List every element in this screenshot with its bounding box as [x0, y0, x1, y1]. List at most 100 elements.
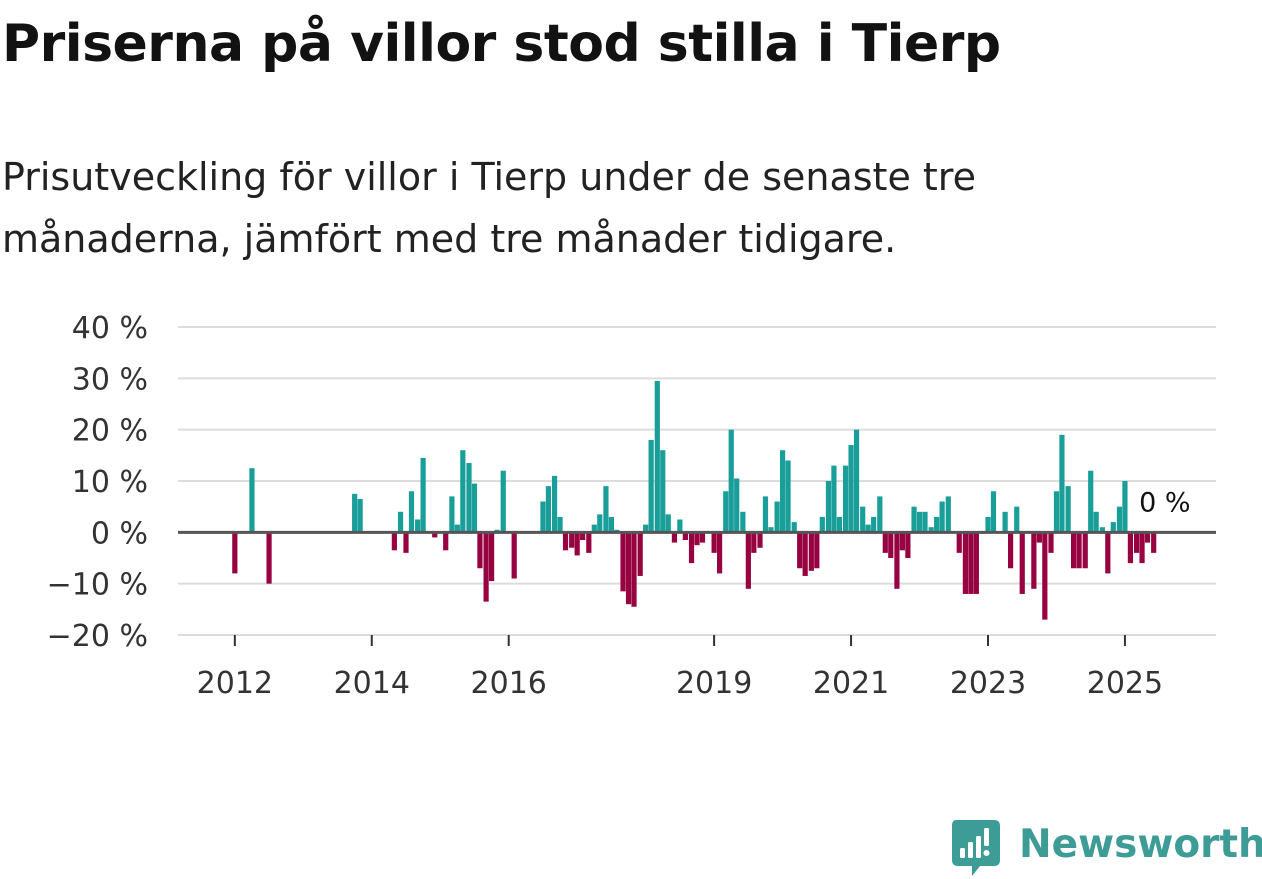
bar	[1031, 532, 1037, 589]
bar	[894, 532, 900, 589]
bar	[694, 532, 700, 546]
brand-name: Newsworthy	[1019, 822, 1262, 867]
bar	[985, 516, 991, 533]
bar	[842, 465, 849, 533]
bar	[751, 532, 757, 553]
bar	[1151, 532, 1157, 553]
bar	[699, 532, 706, 543]
bar	[591, 524, 597, 533]
bar	[1019, 532, 1025, 594]
bar	[745, 532, 751, 589]
y-tick-label: −10 %	[47, 568, 148, 603]
bar	[1139, 532, 1145, 564]
y-tick-label: 0 %	[91, 516, 148, 551]
last-value-label: 0 %	[1139, 487, 1190, 518]
bar	[608, 516, 615, 533]
bar	[814, 532, 820, 569]
bar	[716, 532, 723, 574]
bar	[1070, 532, 1077, 569]
bar	[819, 516, 825, 533]
chart-title: Priserna på villor stod stilla i Tierp	[2, 14, 1001, 74]
bar	[1076, 532, 1082, 569]
bar	[831, 465, 837, 533]
y-tick-label: 10 %	[72, 465, 148, 500]
bar	[540, 501, 546, 533]
bar	[1099, 527, 1105, 533]
bar	[688, 532, 695, 564]
bar	[791, 522, 797, 533]
bar	[677, 519, 683, 533]
bar	[728, 429, 734, 533]
grid-layer	[178, 326, 1216, 636]
bar	[1002, 511, 1008, 533]
bar	[956, 532, 962, 553]
bar-layer	[232, 380, 1157, 620]
x-tick-label: 2025	[1087, 666, 1163, 701]
bar	[460, 450, 466, 533]
bar	[877, 496, 883, 533]
bar	[232, 532, 238, 574]
bar	[1048, 532, 1054, 553]
bar	[443, 532, 449, 551]
bar	[620, 532, 626, 592]
bar	[471, 483, 478, 533]
bar	[580, 532, 586, 541]
x-tick-label: 2021	[813, 666, 889, 701]
bar	[551, 475, 558, 533]
newsworthy-logo: Newsworthy	[950, 818, 1262, 878]
bar	[648, 439, 654, 533]
bar	[557, 516, 563, 533]
bar	[420, 457, 426, 533]
bar	[757, 532, 763, 548]
bar	[779, 450, 786, 533]
bar	[603, 486, 609, 533]
bar	[545, 486, 552, 533]
bar	[660, 450, 666, 533]
bar	[802, 532, 808, 576]
bar	[1116, 506, 1123, 533]
bar	[569, 532, 575, 548]
bar	[905, 532, 911, 558]
bar	[916, 511, 923, 533]
bar	[871, 516, 877, 533]
bar	[785, 460, 791, 533]
bar	[1105, 532, 1111, 574]
bar	[860, 506, 866, 533]
bar	[1042, 532, 1048, 620]
bar	[249, 468, 255, 533]
bar	[808, 532, 814, 571]
bar	[682, 532, 688, 541]
bar	[1007, 532, 1014, 569]
bar	[665, 514, 671, 533]
bar	[466, 463, 472, 533]
bar	[477, 532, 483, 569]
bar	[968, 532, 974, 594]
bar	[454, 524, 460, 533]
bar	[1122, 481, 1128, 533]
bar	[357, 498, 363, 533]
bar	[488, 532, 495, 582]
bar	[723, 491, 729, 533]
bar	[654, 380, 660, 533]
bar	[403, 532, 409, 553]
y-tick-label: 40 %	[72, 311, 148, 346]
bar	[945, 496, 951, 533]
chart-subtitle: Prisutveckling för villor i Tierp under …	[2, 155, 976, 261]
bar	[1110, 522, 1116, 533]
bar	[432, 532, 438, 538]
bar	[825, 481, 832, 533]
bar	[391, 532, 397, 551]
bar	[853, 429, 860, 533]
x-tick-label: 2012	[197, 666, 273, 701]
bar	[625, 532, 632, 605]
bar	[899, 532, 906, 551]
bar	[449, 496, 455, 533]
bar	[597, 514, 603, 533]
bar	[637, 532, 643, 576]
bar	[1053, 491, 1060, 533]
price-change-bar-chart: 40 % 30 % 20 % 10 % 0 % −10 % −20 % 2012 2014 201…	[47, 311, 1216, 701]
bar	[500, 470, 506, 533]
bar	[562, 532, 569, 551]
bar	[990, 491, 997, 533]
bar	[1088, 470, 1094, 533]
